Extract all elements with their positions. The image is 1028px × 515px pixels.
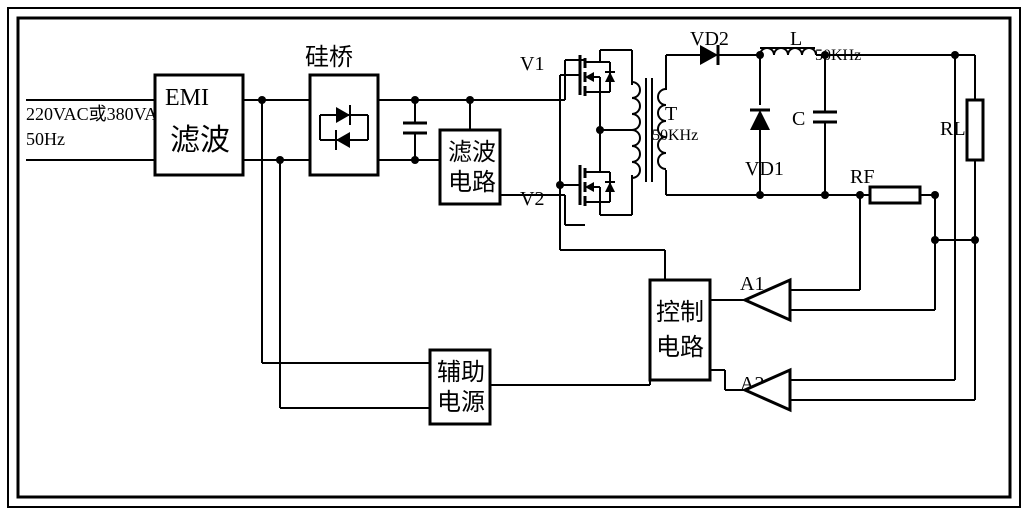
aux-line2: 电源 — [437, 389, 485, 416]
ctrl-line2: 电路 — [656, 334, 704, 361]
emi-line1: EMI — [165, 85, 209, 111]
resistor-rf — [870, 187, 920, 203]
capacitor-c — [813, 75, 837, 160]
vd1-label: VD1 — [745, 158, 784, 180]
v1-label: V1 — [520, 53, 544, 75]
node-rf-rl — [931, 191, 939, 199]
input-line1: 220VAC或380VAC — [26, 104, 169, 124]
mosfet-v2 — [560, 160, 615, 215]
aux-line1: 辅助 — [437, 359, 485, 386]
mosfet-v1 — [560, 50, 615, 105]
filter-line2: 电路 — [448, 169, 496, 196]
node-gnd1 — [756, 191, 764, 199]
l-label: L — [790, 28, 802, 50]
bridge-title: 硅桥 — [305, 44, 353, 71]
t-freq: 50KHz — [652, 127, 698, 144]
v2-label: V2 — [520, 188, 544, 210]
rf-label: RF — [850, 166, 874, 188]
c-label: C — [792, 108, 805, 130]
input-line2: 50Hz — [26, 129, 65, 149]
filter-line1: 滤波 — [448, 139, 496, 166]
vd2-label: VD2 — [690, 28, 729, 50]
node-c-top — [821, 51, 829, 59]
ctrl-line1: 控制 — [656, 299, 704, 326]
t-label: T — [665, 103, 677, 125]
resistor-rl — [967, 100, 983, 160]
rl-label: RL — [940, 118, 966, 140]
control-box — [650, 280, 710, 380]
filter-cap — [403, 96, 427, 164]
emi-line2: 滤波 — [170, 124, 230, 157]
